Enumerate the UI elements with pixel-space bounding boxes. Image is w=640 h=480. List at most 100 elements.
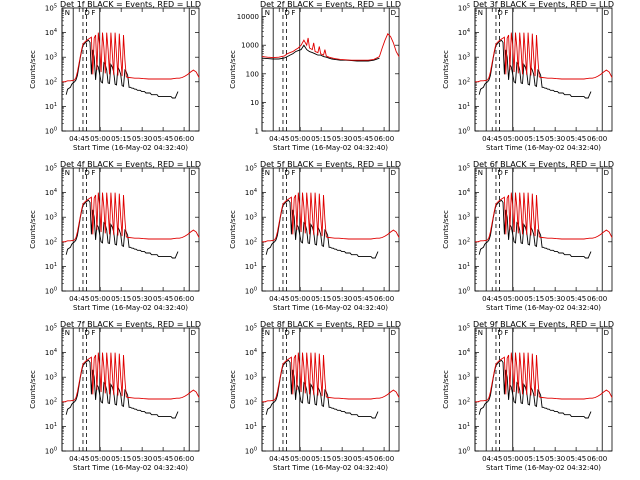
x-tick-label: 05:15 — [311, 135, 331, 143]
x-tick-label: 05:30 — [132, 295, 152, 303]
x-axis-label: Start Time (16-May-02 04:32:40) — [73, 144, 188, 152]
y-tick-label: 102 — [45, 77, 57, 86]
series-events-line — [65, 199, 179, 259]
y-tick-label: 105 — [45, 4, 57, 13]
series-lld-line — [475, 32, 613, 83]
x-tick-label: 05:45 — [153, 295, 173, 303]
marker-letter: N — [265, 169, 270, 177]
y-tick-label: 102 — [245, 237, 257, 246]
plot-frame — [61, 167, 200, 292]
x-tick-label: 05:45 — [153, 455, 173, 463]
y-tick-label: 105 — [45, 164, 57, 173]
marker-letter: D — [84, 329, 89, 337]
x-tick-label: 06:00 — [587, 135, 607, 143]
x-tick-label: 04:45 — [482, 455, 502, 463]
y-tick-label: 10000 — [237, 13, 259, 21]
marker-letter: D — [191, 9, 196, 17]
x-tick-label: 05:30 — [545, 455, 565, 463]
x-tick-label: 04:45 — [482, 295, 502, 303]
y-tick-label: 103 — [458, 373, 470, 382]
panel-title: Det 9f BLACK = Events, RED = LLD — [473, 320, 614, 329]
panel-title: Det 7f BLACK = Events, RED = LLD — [60, 320, 201, 329]
x-tick-label: 05:45 — [566, 295, 586, 303]
x-tick-label: 05:45 — [353, 455, 373, 463]
y-tick-label: 100 — [245, 447, 257, 456]
plot-frame — [474, 167, 613, 292]
x-tick-label: 05:00 — [90, 295, 110, 303]
x-tick-label: 06:00 — [174, 135, 194, 143]
series-lld-line — [62, 32, 200, 83]
plot-frame — [474, 7, 613, 132]
y-tick-label: 102 — [458, 397, 470, 406]
x-tick-label: 05:00 — [90, 135, 110, 143]
y-tick-label: 100 — [45, 127, 57, 136]
y-tick-label: 1000 — [241, 42, 259, 50]
x-tick-label: 06:00 — [587, 295, 607, 303]
x-tick-label: 04:45 — [69, 135, 89, 143]
x-axis-label: Start Time (16-May-02 04:32:40) — [273, 464, 388, 472]
y-tick-label: 102 — [245, 397, 257, 406]
y-tick-label: 101 — [458, 102, 470, 111]
marker-letter: D — [284, 329, 289, 337]
y-tick-label: 101 — [458, 262, 470, 271]
marker-letter: N — [65, 329, 70, 337]
x-tick-label: 05:00 — [90, 455, 110, 463]
y-tick-label: 100 — [246, 70, 259, 78]
panel-title: Det 1f BLACK = Events, RED = LLD — [60, 0, 201, 9]
y-tick-label: 105 — [245, 324, 257, 333]
x-tick-label: 05:15 — [524, 295, 544, 303]
marker-letter: F — [504, 329, 508, 337]
plot-frame — [61, 7, 200, 132]
y-tick-label: 101 — [45, 422, 57, 431]
marker-letter: N — [478, 169, 483, 177]
y-axis-label: Counts/sec — [442, 50, 450, 89]
marker-letter: D — [604, 329, 609, 337]
x-tick-label: 05:45 — [566, 455, 586, 463]
y-axis-label: Counts/sec — [229, 50, 237, 89]
y-tick-label: 101 — [45, 102, 57, 111]
x-tick-label: 05:15 — [111, 135, 131, 143]
panel-title: Det 6f BLACK = Events, RED = LLD — [473, 160, 614, 169]
marker-letter: D — [391, 329, 396, 337]
y-axis-label: Counts/sec — [442, 210, 450, 249]
x-tick-label: 06:00 — [374, 135, 394, 143]
y-tick-label: 102 — [45, 397, 57, 406]
x-tick-label: 05:30 — [132, 455, 152, 463]
x-axis-label: Start Time (16-May-02 04:32:40) — [486, 464, 601, 472]
x-tick-label: 05:45 — [566, 135, 586, 143]
x-tick-label: 05:00 — [503, 295, 523, 303]
panel-9: Det 9f BLACK = Events, RED = LLD 04:45 05:… — [442, 320, 614, 472]
series-lld-line — [262, 352, 400, 403]
series-lld-line — [261, 33, 400, 61]
marker-letter: D — [84, 169, 89, 177]
series-lld-line — [262, 192, 400, 243]
series-events-line — [478, 359, 592, 419]
y-tick-label: 100 — [458, 127, 470, 136]
x-axis-label: Start Time (16-May-02 04:32:40) — [273, 144, 388, 152]
y-tick-label: 103 — [45, 53, 57, 62]
y-tick-label: 104 — [45, 188, 57, 197]
y-tick-label: 103 — [245, 373, 257, 382]
marker-letter: D — [391, 169, 396, 177]
panel-title: Det 4f BLACK = Events, RED = LLD — [60, 160, 201, 169]
panel-title: Det 3f BLACK = Events, RED = LLD — [473, 0, 614, 9]
x-tick-label: 05:45 — [153, 135, 173, 143]
marker-letter: F — [91, 9, 95, 17]
x-tick-label: 06:00 — [174, 295, 194, 303]
x-tick-label: 05:15 — [111, 295, 131, 303]
y-tick-label: 103 — [245, 213, 257, 222]
series-lld-line — [62, 352, 200, 403]
series-events-line — [65, 39, 179, 99]
y-tick-label: 100 — [458, 447, 470, 456]
y-tick-label: 101 — [245, 422, 257, 431]
y-tick-label: 102 — [458, 77, 470, 86]
series-events-line — [478, 199, 592, 259]
marker-letter: N — [478, 9, 483, 17]
x-tick-label: 04:45 — [269, 455, 289, 463]
marker-letter: N — [478, 329, 483, 337]
y-tick-label: 105 — [458, 4, 470, 13]
